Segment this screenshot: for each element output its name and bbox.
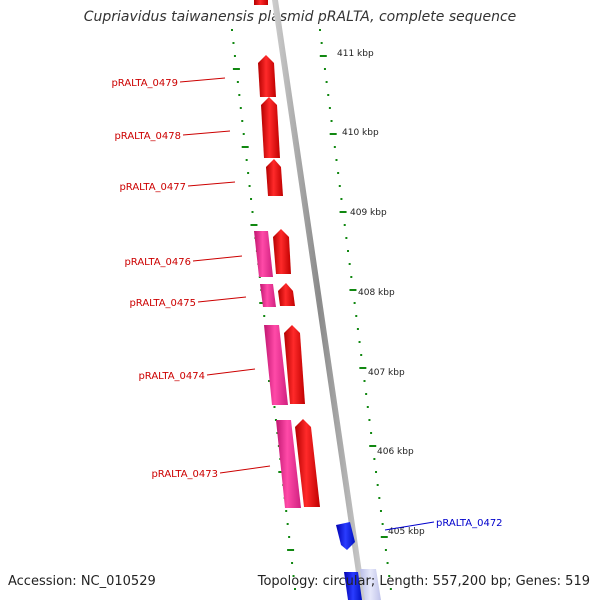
- outer-tick-track: [319, 29, 392, 590]
- scale-label: 408 kbp: [358, 288, 395, 298]
- gene-arrow[interactable]: [258, 55, 276, 97]
- gene-arrow[interactable]: [273, 229, 291, 274]
- leader-line: [187, 181, 236, 187]
- reverse-gene-features: [254, 231, 301, 508]
- leader-line: [182, 130, 231, 136]
- gene-labels: pRALTA_0479 pRALTA_0478 pRALTA_0477 pRAL…: [111, 78, 502, 529]
- scale-label: 410 kbp: [342, 128, 379, 138]
- gene-block[interactable]: [260, 284, 276, 307]
- label-leaders: [179, 77, 435, 531]
- gene-arrow[interactable]: [284, 325, 305, 404]
- gene-label[interactable]: pRALTA_0476: [124, 257, 191, 268]
- gene-arrow[interactable]: [336, 522, 355, 550]
- gene-arrow[interactable]: [261, 97, 280, 158]
- scale-label: 411 kbp: [337, 49, 374, 59]
- plasmid-backbone: [272, 0, 366, 600]
- gene-label[interactable]: pRALTA_0473: [151, 469, 218, 480]
- gene-label[interactable]: pRALTA_0474: [138, 371, 205, 382]
- leader-line: [219, 465, 271, 474]
- leader-line: [197, 296, 247, 303]
- gene-block[interactable]: [264, 325, 288, 405]
- gene-label[interactable]: pRALTA_0472: [436, 518, 503, 529]
- gene-block: [344, 572, 362, 600]
- leader-line: [384, 521, 435, 531]
- gene-label[interactable]: pRALTA_0475: [129, 298, 196, 309]
- map-title: Cupriavidus taiwanensis plasmid pRALTA, …: [83, 9, 517, 25]
- gene-block[interactable]: [276, 420, 301, 508]
- scale-label: 406 kbp: [377, 447, 414, 457]
- gene-label[interactable]: pRALTA_0478: [114, 131, 181, 142]
- gene-label[interactable]: pRALTA_0477: [119, 182, 186, 193]
- gene-features: [254, 0, 320, 507]
- gene-block[interactable]: [254, 231, 273, 277]
- scale-label: 407 kbp: [368, 368, 405, 378]
- scale-label-group: 411 kbp 410 kbp 409 kbp 408 kbp 407 kbp …: [337, 49, 425, 537]
- gene-arrow[interactable]: [295, 419, 320, 507]
- scale-label: 409 kbp: [350, 208, 387, 218]
- gene-arrow[interactable]: [254, 0, 268, 5]
- gene-label[interactable]: pRALTA_0479: [111, 78, 178, 89]
- summary-text: Topology: circular; Length: 557,200 bp; …: [257, 574, 590, 589]
- scale-label: 405 kbp: [388, 527, 425, 537]
- accession-text: Accession: NC_010529: [8, 574, 156, 589]
- gene-arrow[interactable]: [266, 159, 283, 196]
- leader-line: [192, 255, 243, 262]
- leader-line: [179, 77, 226, 83]
- gene-block: [360, 569, 381, 600]
- gene-arrow[interactable]: [278, 283, 295, 306]
- leader-line: [206, 368, 256, 376]
